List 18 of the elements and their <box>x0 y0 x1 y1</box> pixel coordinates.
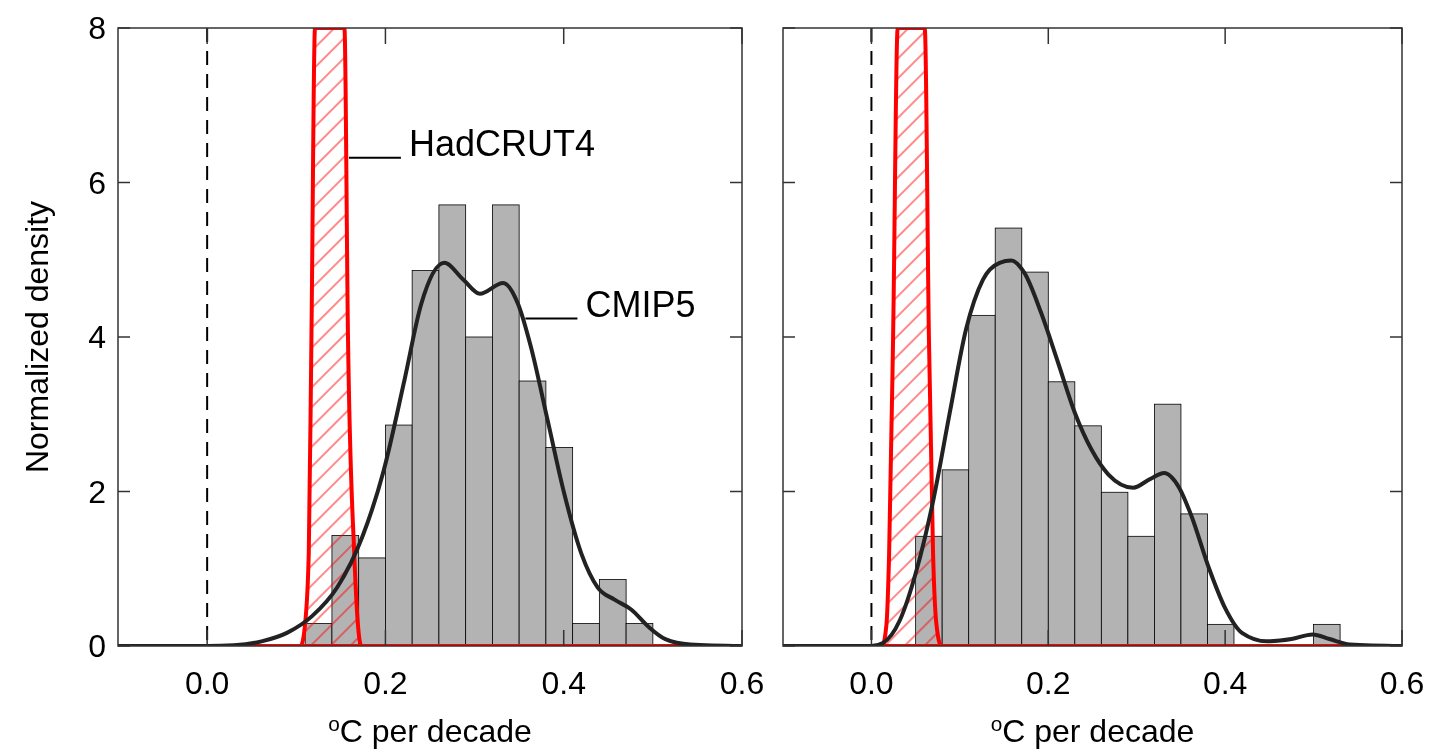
x-tick-label: 0.4 <box>1202 665 1248 701</box>
y-tick-label: 0 <box>88 628 106 665</box>
y-tick-label: 4 <box>88 319 106 356</box>
y-tick-label: 2 <box>88 473 106 510</box>
x-tick-label: 0.2 <box>1026 665 1071 701</box>
series-label: HadCRUT4 <box>408 122 595 164</box>
x-tick-label: 0.0 <box>849 665 894 701</box>
x-axis-title: $^{o}$C per decade <box>990 711 1195 749</box>
y-tick-label: 8 <box>88 10 106 47</box>
series-label: CMIP5 <box>585 283 696 325</box>
x-tick-label: 0.6 <box>1379 665 1425 701</box>
x-tick-label: 0.2 <box>363 665 408 701</box>
y-tick-label: 6 <box>88 164 106 201</box>
x-axis-title: $^{o}$C per decade <box>328 711 532 749</box>
y-axis-title: Normalized density <box>19 200 55 474</box>
x-tick-label: 0.0 <box>184 665 230 701</box>
x-tick-label: 0.6 <box>719 665 765 701</box>
x-tick-label: 0.4 <box>541 665 586 701</box>
